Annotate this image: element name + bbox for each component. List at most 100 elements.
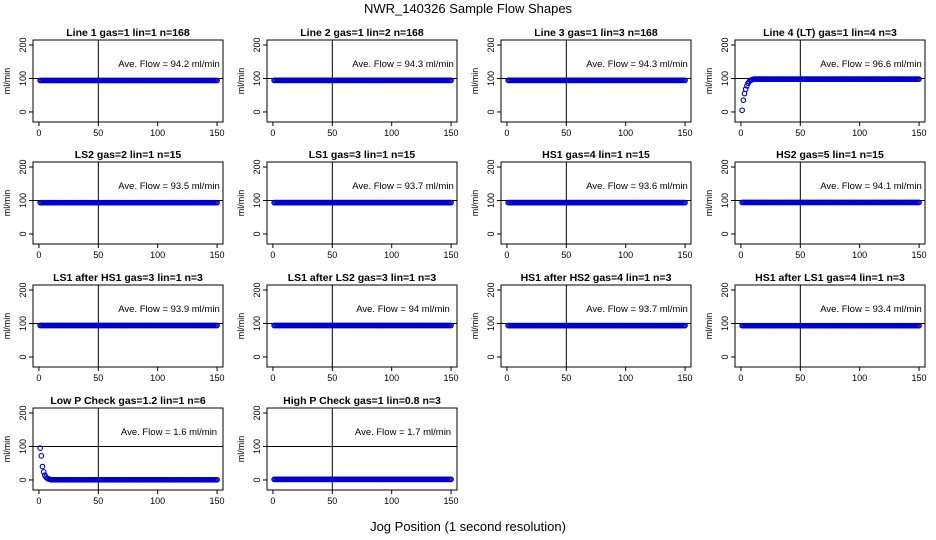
- y-axis-label: ml/min: [470, 190, 480, 217]
- y-tick-label: 100: [18, 316, 28, 331]
- chart-panel: Low P Check gas=1.2 lin=1 n=6 0 50 100 150 0 1…: [2, 395, 225, 506]
- plot-frame: [266, 407, 458, 491]
- x-tick-label: 150: [912, 128, 927, 138]
- x-tick-label: 100: [150, 496, 165, 506]
- x-tick-label: 0: [270, 128, 275, 138]
- y-axis-label: ml/min: [2, 313, 12, 340]
- y-tick-label: 0: [252, 109, 262, 114]
- chart-panel: HS1 gas=4 lin=1 n=15 0 50 100 150 0 100 200 ml/m…: [470, 149, 693, 260]
- x-tick-label: 50: [93, 250, 103, 260]
- data-point: [38, 453, 45, 459]
- data-point: [916, 322, 922, 329]
- chart-panel: LS1 gas=3 lin=1 n=15 0 50 100 150 0 100 200 ml/m…: [236, 149, 459, 260]
- y-tick-label: 100: [720, 316, 730, 331]
- y-tick-label: 100: [252, 316, 262, 331]
- chart-panel: HS1 after HS2 gas=4 lin=1 n=3 0 50 100 150 0 1…: [470, 272, 693, 383]
- x-tick-label: 150: [912, 373, 927, 383]
- y-axis-label: ml/min: [470, 313, 480, 340]
- y-axis-label: ml/min: [236, 313, 246, 340]
- y-tick-label: 0: [18, 354, 28, 359]
- x-tick-label: 0: [270, 373, 275, 383]
- y-tick-label: 200: [252, 283, 262, 298]
- chart-panel: LS1 after HS1 gas=3 lin=1 n=3 0 50 100 150 0 1…: [2, 272, 225, 383]
- x-tick-label: 50: [93, 128, 103, 138]
- x-tick-label: 150: [210, 250, 225, 260]
- y-tick-label: 100: [252, 71, 262, 86]
- panel-title: High P Check gas=1 lin=0.8 n=3: [283, 395, 441, 407]
- data-point: [214, 476, 220, 483]
- y-axis-label: ml/min: [704, 68, 714, 95]
- x-tick-label: 100: [384, 373, 399, 383]
- y-axis-label: ml/min: [2, 190, 12, 217]
- data-point: [40, 469, 47, 475]
- x-tick-label: 100: [852, 373, 867, 383]
- data-point: [39, 463, 46, 470]
- data-point: [682, 322, 688, 329]
- figure-title: NWR_140326 Sample Flow Shapes: [363, 1, 573, 16]
- y-tick-label: 0: [720, 109, 730, 114]
- panel-title: LS1 gas=3 lin=1 n=15: [309, 149, 416, 161]
- x-tick-label: 100: [150, 128, 165, 138]
- y-tick-label: 100: [720, 71, 730, 86]
- x-tick-label: 50: [93, 496, 103, 506]
- y-tick-label: 200: [720, 38, 730, 53]
- data-point: [214, 322, 220, 329]
- y-axis-label: ml/min: [236, 436, 246, 463]
- panel-title: LS1 after LS2 gas=3 lin=1 n=3: [288, 272, 437, 284]
- chart-panel: Line 3 gas=1 lin=3 n=168 0 50 100 150 0 100 200…: [470, 27, 693, 138]
- x-tick-label: 100: [618, 128, 633, 138]
- average-flow-annotation: Ave. Flow = 93.5 ml/min: [118, 181, 219, 192]
- y-axis-label: ml/min: [704, 313, 714, 340]
- x-tick-label: 100: [150, 250, 165, 260]
- x-tick-label: 100: [150, 373, 165, 383]
- data-point: [214, 77, 220, 84]
- y-tick-label: 0: [18, 477, 28, 482]
- x-tick-label: 100: [384, 496, 399, 506]
- y-tick-label: 200: [486, 38, 496, 53]
- data-point: [739, 107, 745, 114]
- x-tick-label: 0: [738, 373, 743, 383]
- x-tick-label: 150: [678, 128, 693, 138]
- x-tick-label: 50: [93, 373, 103, 383]
- chart-panel: LS2 gas=2 lin=1 n=15 0 50 100 150 0 100 200 ml/m…: [2, 149, 225, 260]
- y-tick-label: 100: [252, 193, 262, 208]
- data-point: [740, 97, 747, 104]
- y-tick-label: 200: [252, 406, 262, 421]
- plot-frame: [734, 39, 926, 123]
- x-tick-label: 100: [852, 250, 867, 260]
- plot-frame: [266, 161, 458, 245]
- chart-panel: Line 2 gas=1 lin=2 n=168 0 50 100 150 0 100 200…: [236, 27, 459, 138]
- panel-title: LS2 gas=2 lin=1 n=15: [75, 149, 182, 161]
- average-flow-annotation: Ave. Flow = 93.7 ml/min: [352, 181, 453, 192]
- y-tick-label: 200: [486, 160, 496, 175]
- data-point: [448, 199, 454, 206]
- y-tick-label: 100: [486, 193, 496, 208]
- x-tick-label: 100: [384, 128, 399, 138]
- x-tick-label: 0: [504, 373, 509, 383]
- y-tick-label: 0: [486, 354, 496, 359]
- x-tick-label: 150: [678, 250, 693, 260]
- panel-title: Low P Check gas=1.2 lin=1 n=6: [50, 395, 205, 407]
- panel-title: Line 4 (LT) gas=1 lin=4 n=3: [763, 27, 897, 39]
- y-tick-label: 200: [252, 38, 262, 53]
- x-axis-caption: Jog Position (1 second resolution): [370, 519, 566, 534]
- panel-title: Line 2 gas=1 lin=2 n=168: [300, 27, 424, 39]
- y-axis-label: ml/min: [2, 436, 12, 463]
- y-tick-label: 100: [486, 316, 496, 331]
- average-flow-annotation: Ave. Flow = 93.9 ml/min: [118, 304, 219, 315]
- y-axis-label: ml/min: [704, 190, 714, 217]
- y-tick-label: 100: [18, 439, 28, 454]
- y-tick-label: 0: [252, 477, 262, 482]
- y-tick-label: 200: [18, 38, 28, 53]
- x-tick-label: 150: [210, 373, 225, 383]
- average-flow-annotation: Ave. Flow = 93.4 ml/min: [820, 304, 921, 315]
- data-point: [682, 77, 688, 84]
- x-tick-label: 150: [444, 496, 459, 506]
- average-flow-annotation: Ave. Flow = 94.3 ml/min: [586, 59, 687, 70]
- x-tick-label: 0: [270, 496, 275, 506]
- y-tick-label: 0: [252, 231, 262, 236]
- y-axis-label: ml/min: [236, 190, 246, 217]
- y-tick-label: 100: [720, 193, 730, 208]
- y-tick-label: 0: [720, 231, 730, 236]
